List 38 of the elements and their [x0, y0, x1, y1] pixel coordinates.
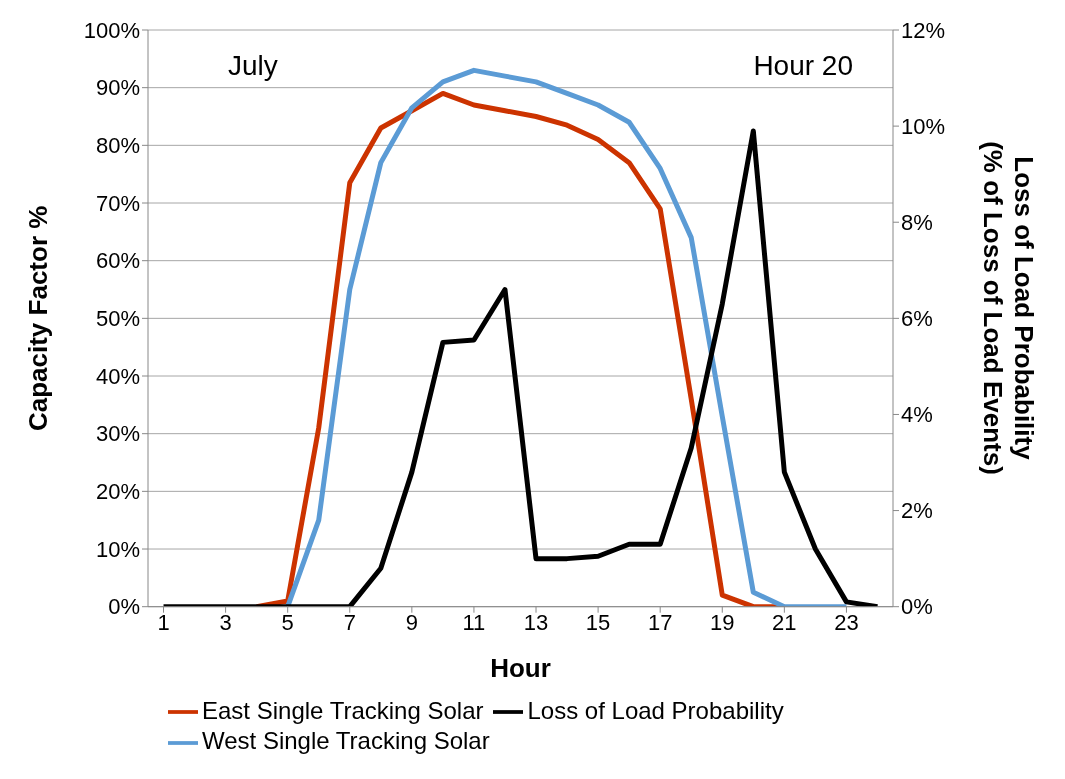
y2-tick-label: 8% — [901, 210, 933, 236]
y-tick-label: 50% — [95, 306, 140, 332]
y-tick-label: 70% — [95, 190, 140, 216]
annotation: Hour 20 — [753, 50, 853, 82]
legend-label: Loss of Load Probability — [527, 696, 784, 724]
legend-label: West Single Tracking Solar — [202, 727, 490, 755]
y-tick-label: 20% — [95, 479, 140, 505]
x-tick-label: 13 — [523, 610, 549, 636]
x-axis-title: Hour — [490, 652, 551, 683]
y-tick-label: 0% — [108, 594, 140, 620]
x-tick-label: 15 — [585, 610, 611, 636]
y-tick-label: 10% — [95, 536, 140, 562]
x-tick-label: 5 — [281, 610, 294, 636]
x-tick-label: 17 — [647, 610, 673, 636]
x-tick-label: 3 — [219, 610, 232, 636]
y-tick-label: 100% — [83, 17, 140, 43]
y-tick-label: 60% — [95, 248, 140, 274]
y-axis-title: Capacity Factor % — [23, 205, 54, 432]
y-tick-label: 30% — [95, 421, 140, 447]
y2-tick-label: 4% — [901, 402, 933, 428]
y2-tick-label: 6% — [901, 306, 933, 332]
y-tick-label: 90% — [95, 75, 140, 101]
x-tick-label: 21 — [772, 610, 797, 636]
y2-tick-label: 10% — [901, 113, 946, 139]
x-tick-label: 9 — [405, 610, 418, 636]
legend-label: East Single Tracking Solar — [202, 696, 484, 724]
x-tick-label: 7 — [343, 610, 356, 636]
x-tick-label: 23 — [834, 610, 859, 636]
annotation: July — [228, 50, 278, 82]
y2-tick-label: 12% — [901, 17, 946, 43]
y2-tick-label: 0% — [901, 594, 933, 620]
y-tick-label: 40% — [95, 363, 140, 389]
y2-axis-title: Loss of Load Probability (% of Loss of Load Events) — [977, 141, 1040, 475]
x-tick-label: 11 — [462, 610, 486, 636]
x-tick-label: 19 — [710, 610, 735, 636]
y2-tick-label: 2% — [901, 498, 933, 524]
x-tick-label: 1 — [157, 610, 170, 636]
y-tick-label: 80% — [95, 133, 140, 159]
